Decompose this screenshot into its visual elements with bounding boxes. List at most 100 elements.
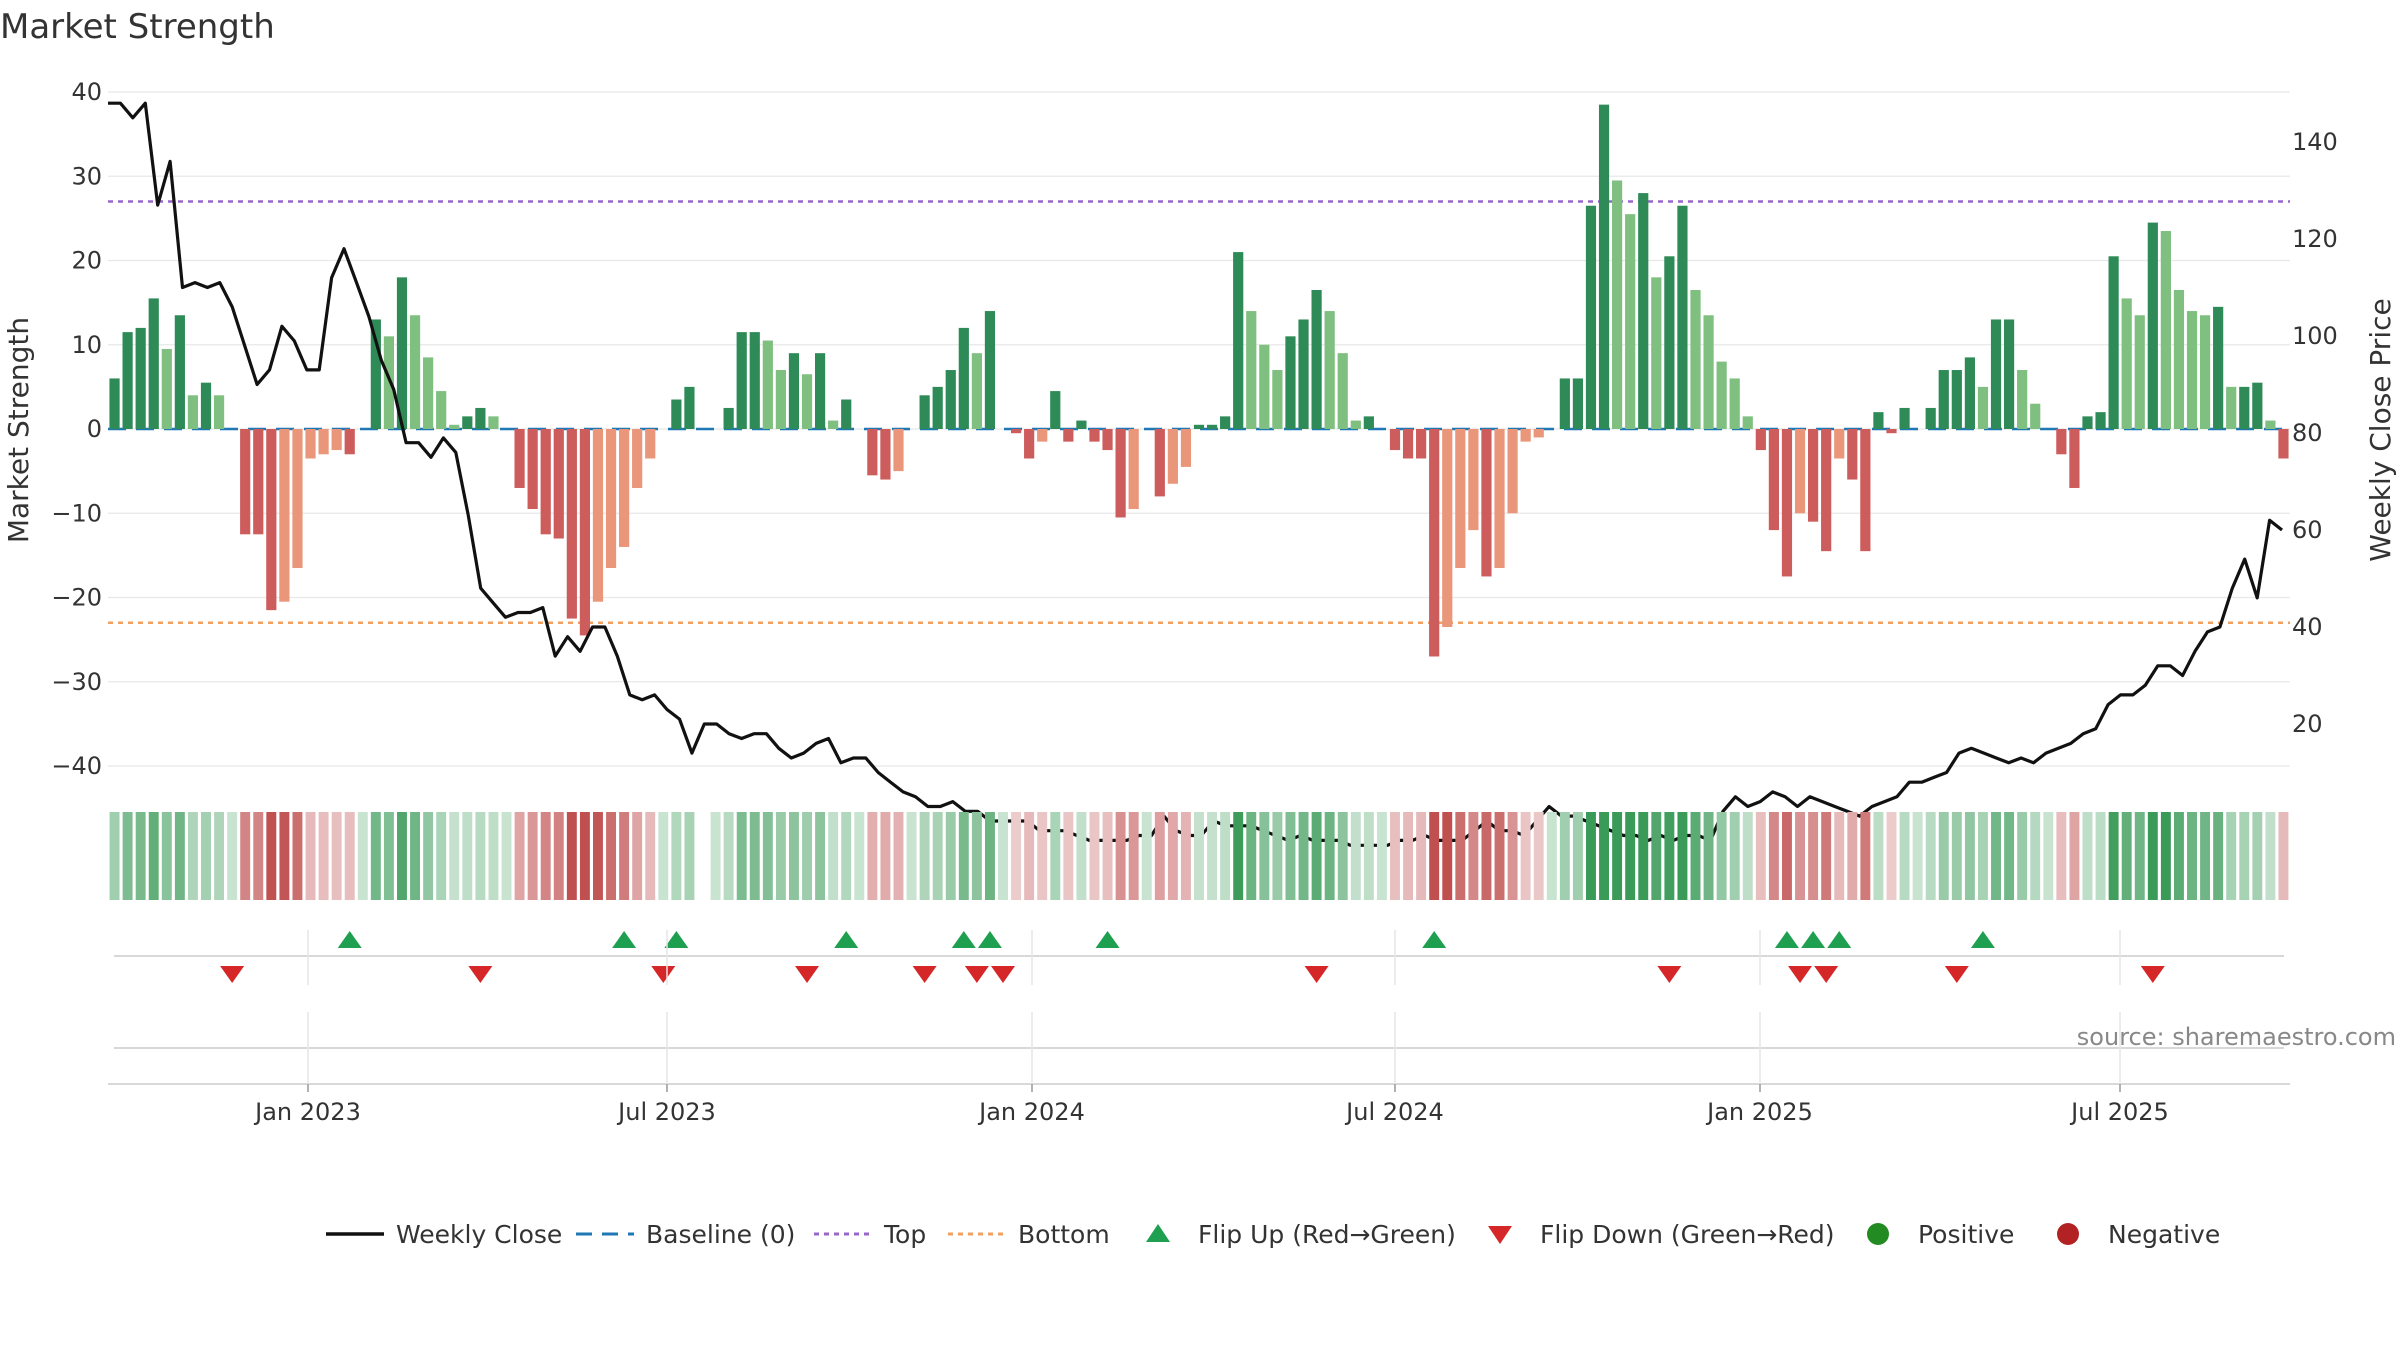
strength-bar	[1220, 416, 1231, 429]
heat-cell	[1115, 812, 1126, 900]
flip-up-marker	[1095, 931, 1120, 948]
strength-bar	[1154, 429, 1165, 497]
heat-cell	[305, 812, 316, 900]
strength-bar	[266, 429, 277, 611]
heat-cell	[579, 812, 590, 900]
left-y-tick-label: 30	[71, 162, 102, 190]
strength-bar	[1794, 429, 1806, 514]
heat-cell	[2147, 812, 2158, 900]
heat-cell	[449, 812, 460, 900]
heat-cell	[1363, 812, 1374, 900]
left-y-tick-label: −40	[51, 752, 102, 780]
strength-bar	[1298, 319, 1309, 429]
bottom-empty-panel	[108, 1047, 2290, 1085]
heat-cell	[488, 812, 499, 900]
left-y-tick-label: 0	[87, 415, 102, 443]
strength-bar	[1128, 429, 1139, 510]
strength-bar	[1703, 315, 1714, 429]
strength-bar	[1233, 252, 1244, 429]
flip-down-marker	[220, 966, 245, 983]
heat-cell	[671, 812, 682, 900]
strength-bar	[958, 327, 969, 429]
strength-bar	[1063, 429, 1074, 442]
strength-bar	[527, 429, 538, 510]
heat-cell	[1011, 812, 1022, 900]
weekly-close-series	[108, 101, 2283, 847]
strength-bar	[1050, 391, 1061, 429]
strength-bars	[109, 104, 2289, 657]
strength-bar	[945, 370, 956, 429]
strength-bar	[1167, 429, 1178, 484]
left-y-tick-label: 10	[71, 331, 102, 359]
heat-cell	[710, 812, 721, 900]
heat-cell	[161, 812, 172, 900]
heat-cell	[514, 812, 525, 900]
strength-bar	[1664, 256, 1675, 429]
flip-down-marker	[2140, 966, 2165, 983]
heat-cell	[1690, 812, 1701, 900]
heat-cell	[2187, 812, 2197, 900]
heat-cell	[1220, 812, 1231, 900]
heat-cell	[1559, 812, 1570, 900]
strength-bar	[2069, 429, 2080, 488]
strength-bar	[1494, 429, 1505, 569]
legend-label: Flip Up (Red→Green)	[1198, 1220, 1456, 1249]
heat-cell	[1167, 812, 1178, 900]
strength-bar	[1690, 289, 1701, 429]
strength-bar	[1429, 429, 1440, 657]
heat-cell	[1638, 812, 1649, 900]
heat-cell	[174, 812, 185, 900]
strength-bar	[409, 315, 421, 429]
strength-bar	[1363, 416, 1374, 429]
heat-cell	[227, 812, 238, 900]
heat-cell	[919, 812, 930, 900]
heat-cell	[423, 812, 434, 900]
strength-bar	[200, 382, 212, 429]
heat-cell	[109, 812, 120, 900]
left-y-axis-label: Market Strength	[2, 317, 35, 543]
strength-bar	[540, 429, 551, 535]
heat-cell	[135, 812, 146, 900]
strength-bar	[919, 395, 930, 429]
strength-bar	[1259, 344, 1270, 429]
strength-bar	[1755, 429, 1766, 451]
strength-bar	[396, 277, 408, 429]
strength-bar	[279, 429, 290, 602]
flip-down-marker	[991, 966, 1016, 983]
strength-bar	[148, 298, 159, 429]
heat-cell	[1416, 812, 1427, 900]
heat-cell	[540, 812, 551, 900]
legend-dot-icon	[2057, 1223, 2079, 1245]
strength-bar	[135, 327, 146, 429]
heat-cell	[606, 812, 617, 900]
left-y-tick-label: −10	[51, 499, 102, 527]
strength-bar	[971, 353, 982, 429]
heat-cell	[1977, 812, 1988, 900]
legend-label: Baseline (0)	[646, 1220, 795, 1249]
strength-bar	[1481, 429, 1492, 577]
strength-bar	[566, 429, 577, 619]
strength-bar	[1977, 386, 1989, 429]
heat-cell	[1024, 812, 1035, 900]
strength-bar	[1076, 420, 1087, 429]
heat-cell	[1037, 812, 1048, 900]
heat-cell	[462, 812, 473, 900]
strength-bar	[723, 407, 734, 429]
heat-cell	[1938, 812, 1949, 900]
strength-bar	[1821, 429, 1832, 552]
strength-bar	[775, 370, 786, 429]
strength-bar	[174, 315, 185, 429]
heat-cell	[292, 812, 303, 900]
reference-lines	[108, 200, 2290, 625]
strength-bar	[671, 399, 682, 429]
heat-cell	[593, 812, 603, 900]
flip-up-marker	[612, 931, 637, 948]
strength-bar	[2199, 315, 2211, 429]
strength-bar	[736, 332, 747, 429]
flip-up-marker	[1970, 931, 1995, 948]
flip-up-marker	[951, 931, 976, 948]
strength-bar	[1350, 420, 1361, 429]
heat-cell	[1651, 812, 1662, 900]
heat-cell	[1455, 812, 1466, 900]
